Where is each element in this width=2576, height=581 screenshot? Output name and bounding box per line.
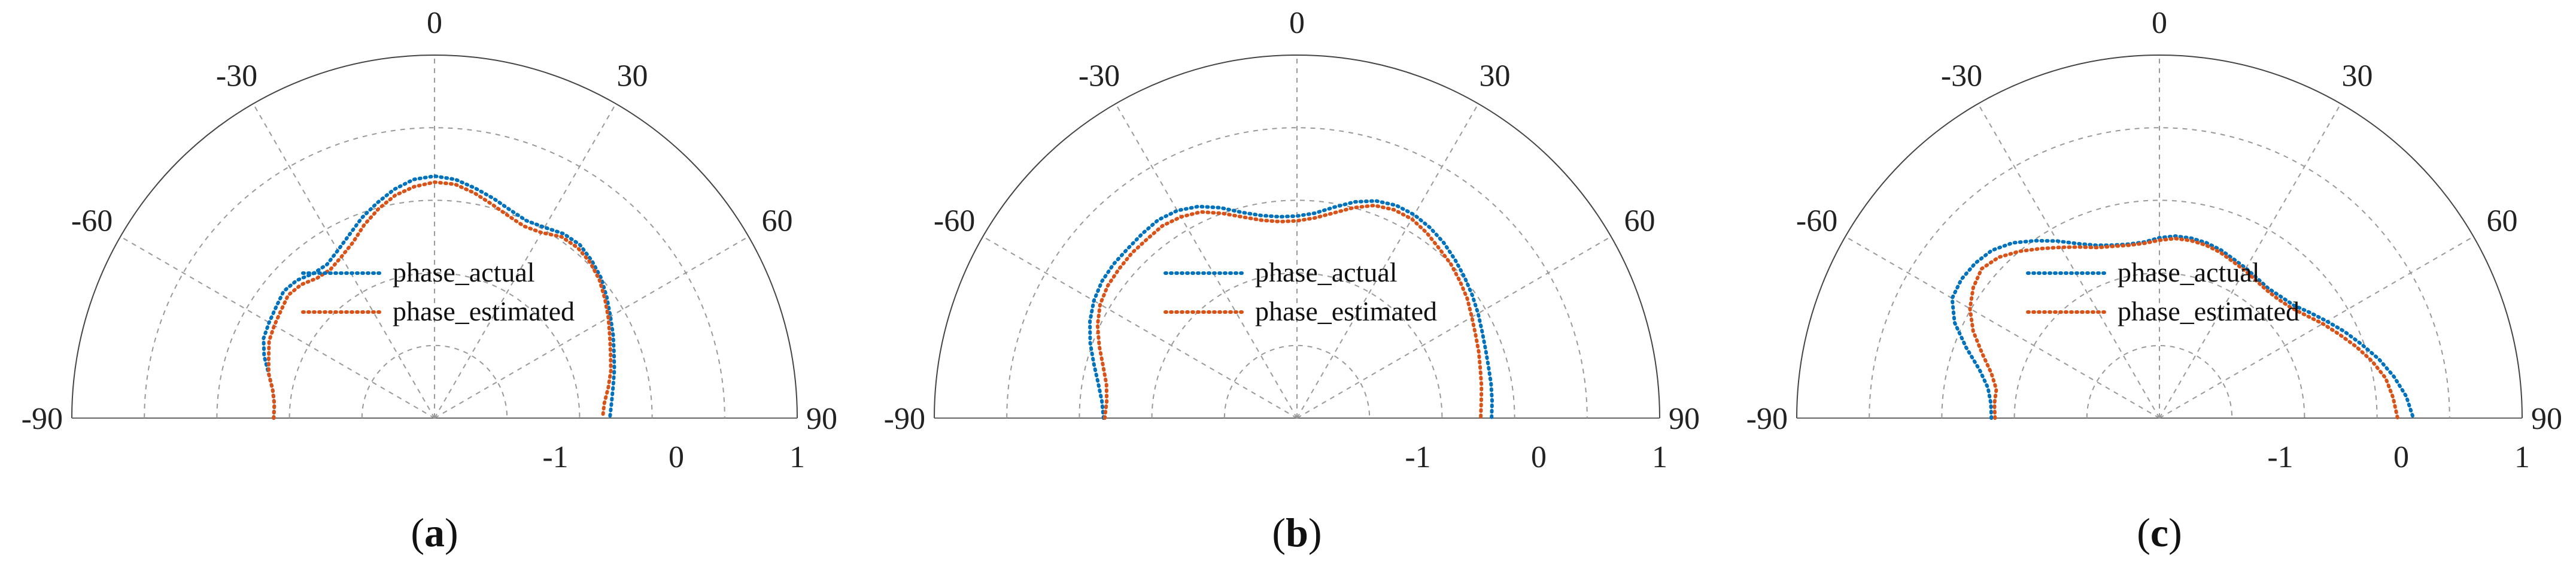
- r-tick-label: 1: [2514, 440, 2530, 474]
- theta-tick-label: -30: [1941, 59, 1982, 93]
- grid-ring-0: [361, 344, 508, 419]
- theta-tick-label: 90: [1669, 402, 1700, 436]
- theta-tick-label: -90: [884, 402, 925, 436]
- theta-tick-label: -60: [934, 204, 975, 238]
- grid-ring-2: [1079, 199, 1515, 419]
- grid-ring-0: [2086, 344, 2233, 419]
- grid-ring-3: [1869, 127, 2450, 419]
- series-line-phase-actual: [1950, 234, 2416, 420]
- grid-spoke: [2159, 103, 2341, 419]
- series-line-phase-estimated: [1968, 237, 2399, 420]
- polar-panel-c: -90 -60 -30 0 30 60 90 -1 0 1 phase_actual phase_es…: [1746, 6, 2562, 474]
- legend-entry-phase-actual: phase_actual: [393, 257, 535, 288]
- panel-caption-b: (b): [1272, 510, 1322, 555]
- grid-spoke: [1977, 103, 2160, 419]
- legend-entry-phase-estimated: phase_estimated: [2118, 296, 2299, 326]
- theta-tick-label: 0: [427, 6, 442, 40]
- theta-tick-label: 30: [2342, 59, 2373, 93]
- grid-spoke: [253, 103, 435, 419]
- grid-ring-3: [1006, 127, 1588, 419]
- theta-tick-label: 0: [1289, 6, 1305, 40]
- theta-tick-label: 60: [2486, 204, 2517, 238]
- outer-arc: [71, 55, 798, 419]
- r-tick-label: 0: [1531, 440, 1547, 474]
- grid-spoke: [120, 236, 435, 419]
- r-tick-label: -1: [1405, 440, 1430, 474]
- outer-arc: [1796, 55, 2523, 419]
- r-tick-label: 0: [669, 440, 684, 474]
- grid-spoke: [982, 236, 1298, 419]
- r-tick-label: -1: [2267, 440, 2293, 474]
- series-line-phase-estimated: [266, 180, 613, 420]
- grid-spoke: [1296, 236, 1612, 419]
- theta-tick-label: -90: [22, 402, 63, 436]
- theta-tick-label: -60: [1796, 204, 1837, 238]
- theta-tick-label: 30: [617, 59, 648, 93]
- theta-tick-label: -30: [216, 59, 257, 93]
- theta-tick-label: -90: [1746, 402, 1788, 436]
- grid-ring-1: [1151, 272, 1443, 419]
- theta-tick-label: -60: [71, 204, 113, 238]
- grid-ring-2: [216, 199, 653, 419]
- grid-spoke: [434, 103, 616, 419]
- legend-entry-phase-estimated: phase_estimated: [393, 296, 575, 326]
- theta-tick-label: 90: [2531, 402, 2562, 436]
- grid-ring-2: [1941, 199, 2378, 419]
- theta-tick-label: 60: [1624, 204, 1655, 238]
- grid-spoke: [1115, 103, 1298, 419]
- r-tick-label: 0: [2393, 440, 2409, 474]
- series-line-phase-estimated: [1095, 204, 1484, 420]
- grid-ring-3: [144, 127, 725, 419]
- grid-ring-1: [2013, 272, 2305, 419]
- r-tick-label: -1: [542, 440, 568, 474]
- series-line-phase-actual: [1088, 199, 1494, 420]
- polar-panel-a: -90 -60 -30 0 30 60 90 -1 0 1 phase_actual phase_es…: [22, 6, 837, 474]
- panel-caption-a: (a): [411, 510, 458, 555]
- theta-tick-label: 30: [1480, 59, 1511, 93]
- grid-spoke: [434, 236, 749, 419]
- polar-panel-b: -90 -60 -30 0 30 60 90 -1 0 1 phase_actual phase_es…: [884, 6, 1700, 474]
- theta-tick-label: -30: [1079, 59, 1120, 93]
- theta-tick-label: 90: [806, 402, 837, 436]
- grid-spoke: [1296, 103, 1479, 419]
- legend-entry-phase-actual: phase_actual: [1255, 257, 1398, 288]
- grid-ring-0: [1223, 344, 1371, 419]
- r-tick-label: 1: [1652, 440, 1667, 474]
- theta-tick-label: 0: [2152, 6, 2167, 40]
- panel-caption-c: (c): [2137, 510, 2182, 555]
- grid-spoke: [2159, 236, 2474, 419]
- grid-spoke: [1845, 236, 2160, 419]
- outer-arc: [934, 55, 1660, 419]
- grid-ring-1: [288, 272, 581, 419]
- theta-tick-label: 60: [761, 204, 792, 238]
- series-line-phase-actual: [262, 174, 616, 420]
- r-tick-label: 1: [789, 440, 805, 474]
- legend-entry-phase-actual: phase_actual: [2118, 257, 2260, 288]
- legend-entry-phase-estimated: phase_estimated: [1255, 296, 1437, 326]
